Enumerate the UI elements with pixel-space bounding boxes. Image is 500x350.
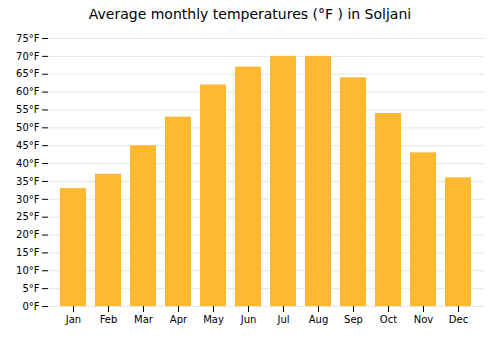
svg-text:Jan: Jan: [65, 314, 81, 325]
svg-text:35°F: 35°F: [16, 176, 40, 187]
svg-text:65°F: 65°F: [16, 68, 40, 79]
svg-text:Dec: Dec: [449, 314, 468, 325]
svg-text:May: May: [203, 314, 224, 325]
svg-text:25°F: 25°F: [16, 211, 40, 222]
svg-text:10°F: 10°F: [16, 265, 40, 276]
html-text:Average monthly temperatures (: Average monthly temperatures (°F ) in So…: [88, 6, 412, 22]
svg-text:15°F: 15°F: [16, 247, 40, 258]
svg-text:Mar: Mar: [134, 314, 154, 325]
svg-text:Feb: Feb: [100, 314, 118, 325]
svg-text:75°F: 75°F: [16, 33, 40, 44]
svg-text:Jun: Jun: [240, 314, 257, 325]
svg-text:30°F: 30°F: [16, 194, 40, 205]
svg-text:60°F: 60°F: [16, 86, 40, 97]
svg-text:45°F: 45°F: [16, 140, 40, 151]
svg-text:Apr: Apr: [170, 314, 188, 325]
svg-text:5°F: 5°F: [22, 283, 39, 294]
svg-text:70°F: 70°F: [16, 51, 40, 62]
svg-text:55°F: 55°F: [16, 104, 40, 115]
svg-text:0°F: 0°F: [22, 301, 39, 312]
svg-text:Nov: Nov: [414, 314, 434, 325]
svg-text:Oct: Oct: [380, 314, 397, 325]
svg-text:20°F: 20°F: [16, 229, 40, 240]
svg-text:Jul: Jul: [276, 314, 289, 325]
svg-text:Aug: Aug: [309, 314, 329, 325]
svg-text:40°F: 40°F: [16, 158, 40, 169]
svg-text:Sep: Sep: [344, 314, 363, 325]
svg-text:50°F: 50°F: [16, 122, 40, 133]
